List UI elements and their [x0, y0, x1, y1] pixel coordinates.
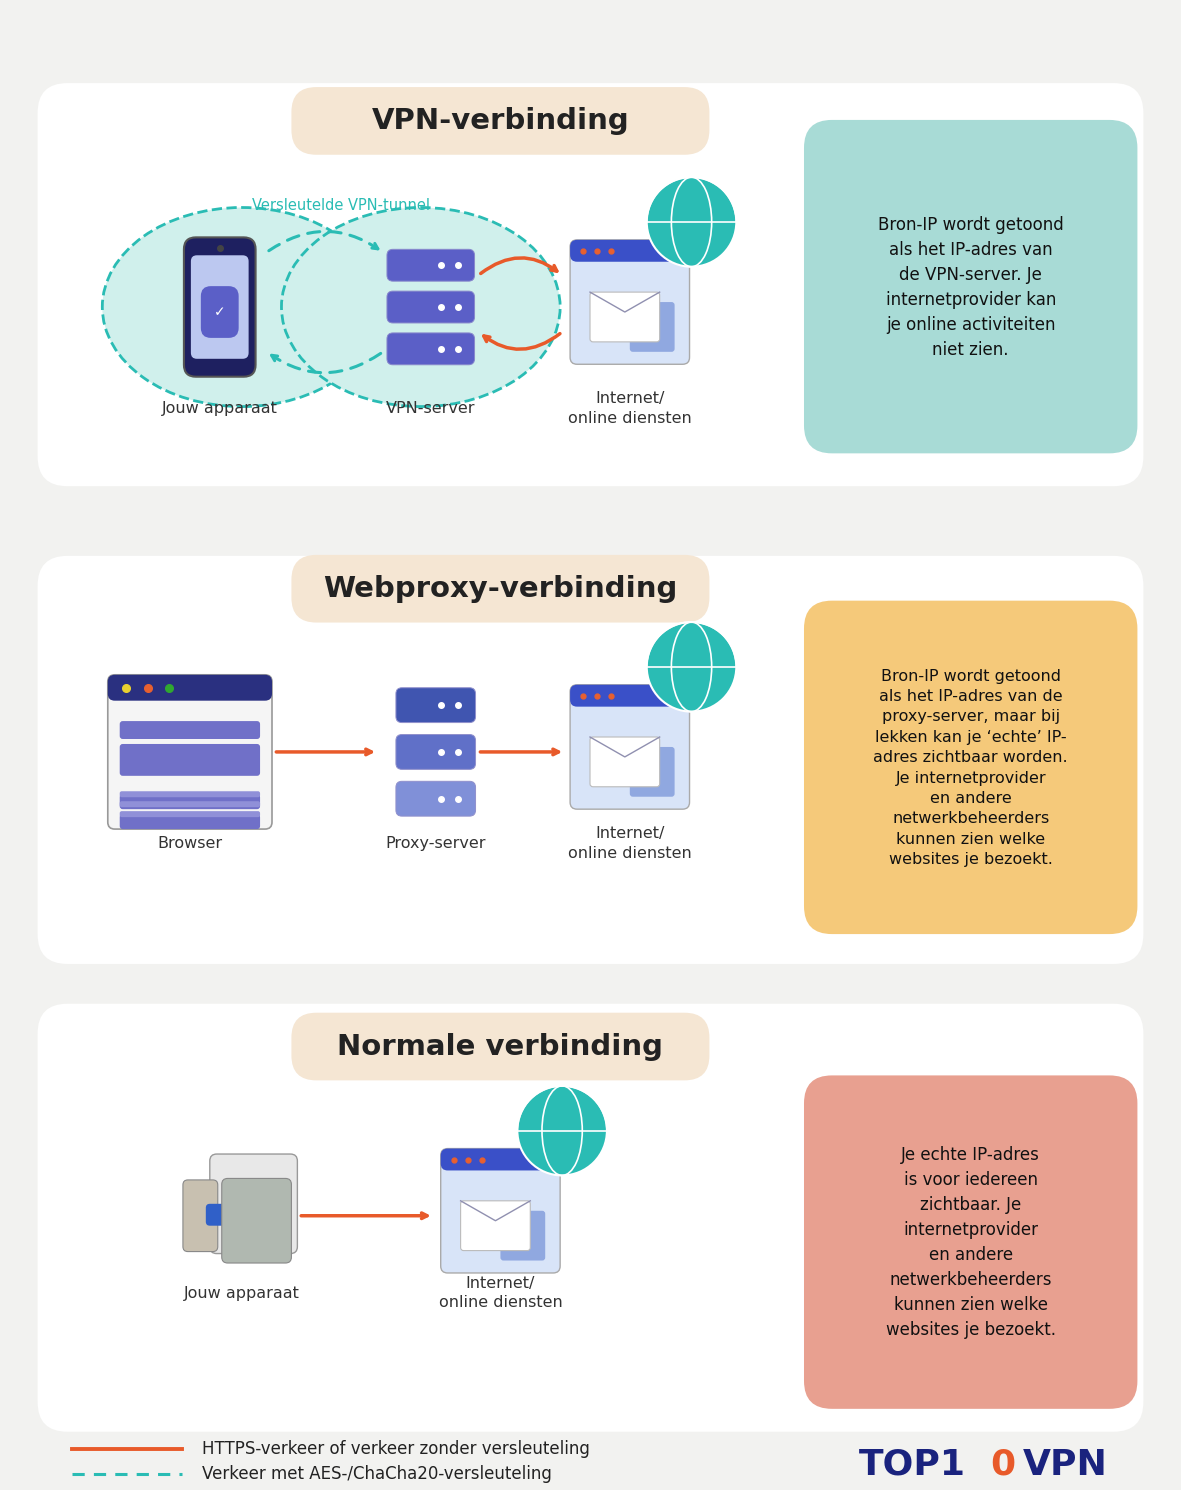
FancyBboxPatch shape [590, 738, 660, 787]
FancyBboxPatch shape [119, 791, 260, 797]
FancyBboxPatch shape [387, 332, 475, 365]
FancyBboxPatch shape [441, 1149, 560, 1171]
FancyBboxPatch shape [629, 302, 674, 352]
Ellipse shape [281, 207, 560, 407]
Text: VPN-verbinding: VPN-verbinding [372, 107, 629, 136]
FancyBboxPatch shape [629, 746, 674, 797]
Text: ✓: ✓ [214, 305, 226, 319]
FancyBboxPatch shape [396, 735, 476, 769]
FancyBboxPatch shape [461, 1201, 530, 1250]
Text: VPN: VPN [1023, 1448, 1108, 1481]
Text: Jouw apparaat: Jouw apparaat [162, 401, 278, 416]
FancyBboxPatch shape [38, 1004, 1143, 1432]
FancyBboxPatch shape [107, 675, 272, 700]
Circle shape [647, 621, 736, 712]
FancyBboxPatch shape [119, 744, 260, 776]
Text: VPN-server: VPN-server [386, 401, 476, 416]
Text: Bron-IP wordt getoond
als het IP-adres van de
proxy-server, maar bij
lekken kan : Bron-IP wordt getoond als het IP-adres v… [874, 669, 1068, 867]
FancyBboxPatch shape [292, 1013, 710, 1080]
FancyBboxPatch shape [205, 1204, 255, 1226]
FancyBboxPatch shape [191, 255, 249, 359]
FancyBboxPatch shape [804, 600, 1137, 934]
Circle shape [517, 1086, 607, 1176]
FancyBboxPatch shape [222, 1179, 292, 1264]
FancyBboxPatch shape [292, 554, 710, 623]
Text: Normale verbinding: Normale verbinding [338, 1033, 664, 1061]
Text: Internet/
online diensten: Internet/ online diensten [568, 827, 692, 861]
Text: Je echte IP-adres
is voor iedereen
zichtbaar. Je
internetprovider
en andere
netw: Je echte IP-adres is voor iedereen zicht… [886, 1146, 1056, 1340]
Ellipse shape [103, 207, 381, 407]
FancyBboxPatch shape [804, 119, 1137, 453]
FancyBboxPatch shape [38, 83, 1143, 486]
FancyBboxPatch shape [396, 688, 476, 723]
FancyBboxPatch shape [183, 1180, 217, 1252]
FancyBboxPatch shape [119, 814, 260, 828]
Text: Proxy-server: Proxy-server [385, 836, 485, 851]
FancyBboxPatch shape [184, 237, 255, 377]
FancyBboxPatch shape [292, 86, 710, 155]
FancyBboxPatch shape [201, 286, 239, 338]
FancyBboxPatch shape [804, 1076, 1137, 1410]
FancyBboxPatch shape [210, 1155, 298, 1253]
FancyBboxPatch shape [396, 781, 476, 817]
FancyBboxPatch shape [570, 685, 690, 706]
Text: Browser: Browser [157, 836, 222, 851]
FancyBboxPatch shape [387, 249, 475, 282]
Text: HTTPS-verkeer of verkeer zonder versleuteling: HTTPS-verkeer of verkeer zonder versleut… [202, 1439, 589, 1457]
FancyBboxPatch shape [590, 292, 660, 341]
FancyBboxPatch shape [38, 556, 1143, 964]
FancyBboxPatch shape [501, 1211, 546, 1261]
Circle shape [647, 177, 736, 267]
Text: Webproxy-verbinding: Webproxy-verbinding [324, 575, 678, 603]
Text: Jouw apparaat: Jouw apparaat [184, 1286, 300, 1301]
FancyBboxPatch shape [119, 721, 260, 739]
FancyBboxPatch shape [119, 811, 260, 817]
FancyBboxPatch shape [119, 802, 260, 808]
FancyBboxPatch shape [570, 240, 690, 364]
FancyBboxPatch shape [107, 675, 272, 828]
FancyBboxPatch shape [441, 1149, 560, 1272]
Text: TOP1: TOP1 [859, 1448, 966, 1481]
FancyBboxPatch shape [570, 685, 690, 809]
Text: Internet/
online diensten: Internet/ online diensten [438, 1277, 562, 1311]
FancyBboxPatch shape [119, 794, 260, 809]
Text: 0: 0 [990, 1448, 1016, 1481]
Text: Internet/
online diensten: Internet/ online diensten [568, 392, 692, 426]
Text: Verkeer met AES-/ChaCha20-versleuteling: Verkeer met AES-/ChaCha20-versleuteling [202, 1465, 552, 1483]
FancyBboxPatch shape [570, 240, 690, 262]
FancyBboxPatch shape [387, 291, 475, 323]
Text: Bron-IP wordt getoond
als het IP-adres van
de VPN-server. Je
internetprovider ka: Bron-IP wordt getoond als het IP-adres v… [877, 216, 1064, 359]
Text: Versleutelde VPN-tunnel: Versleutelde VPN-tunnel [252, 198, 430, 213]
